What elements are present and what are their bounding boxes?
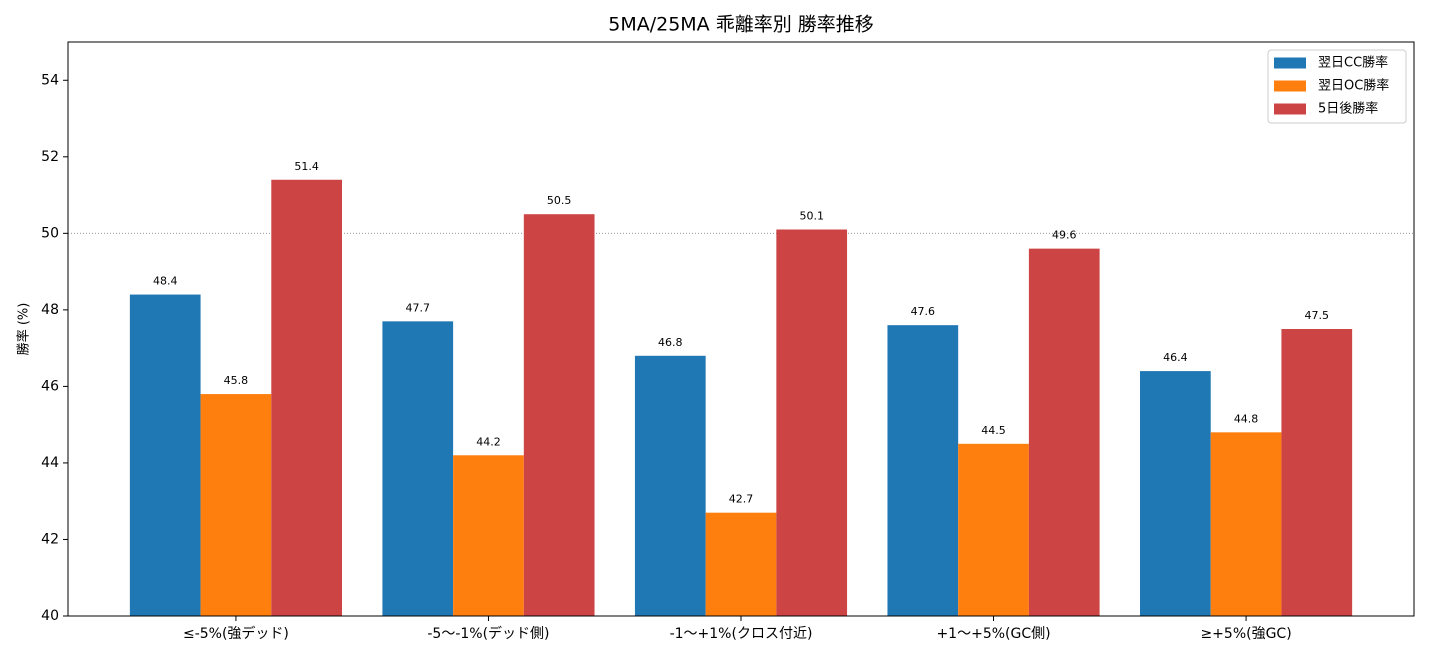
y-tick-label: 48	[41, 302, 59, 318]
bar	[634, 355, 706, 616]
value-label: 51.4	[294, 160, 319, 173]
value-label: 48.4	[153, 275, 178, 288]
bar	[958, 443, 1029, 616]
legend-swatch	[1274, 80, 1306, 92]
plot-frame	[67, 41, 1415, 617]
bar	[1210, 432, 1282, 616]
x-tick-label: -1〜+1%(クロス付近)	[670, 626, 813, 642]
bar	[887, 325, 959, 616]
value-label: 44.2	[476, 435, 501, 448]
value-label: 44.8	[1234, 412, 1259, 425]
x-tick-label: +1〜+5%(GC側)	[936, 626, 1050, 642]
bar	[1281, 329, 1353, 616]
legend-label: 翌日CC勝率	[1318, 55, 1388, 71]
bar	[523, 214, 595, 616]
bar	[776, 229, 848, 617]
y-axis-label: 勝率 (%)	[16, 303, 32, 356]
legend-swatch	[1274, 103, 1306, 115]
value-label: 49.6	[1052, 229, 1077, 242]
bar	[1028, 248, 1100, 616]
value-label: 47.5	[1305, 309, 1330, 322]
value-label: 46.4	[1163, 351, 1188, 364]
bar	[382, 321, 454, 616]
value-label: 50.5	[547, 194, 572, 207]
value-label: 50.1	[799, 210, 824, 223]
value-label: 45.8	[224, 374, 249, 387]
value-label: 42.7	[729, 493, 754, 506]
y-tick-label: 40	[41, 608, 59, 624]
y-tick-label: 42	[41, 531, 59, 547]
legend-label: 5日後勝率	[1318, 101, 1378, 117]
bar	[1140, 371, 1211, 616]
value-label: 47.7	[406, 301, 431, 314]
bar	[129, 294, 201, 616]
y-tick-label: 54	[41, 72, 59, 88]
y-tick-label: 50	[41, 225, 59, 241]
y-tick-label: 44	[41, 455, 59, 471]
bar	[200, 394, 272, 616]
bar	[453, 455, 524, 616]
x-tick-label: ≤-5%(強デッド)	[183, 625, 289, 642]
bar	[705, 512, 777, 616]
bar	[271, 179, 342, 616]
value-label: 47.6	[911, 305, 936, 318]
value-label: 44.5	[981, 424, 1006, 437]
y-tick-label: 46	[41, 378, 59, 394]
legend-swatch	[1274, 57, 1306, 69]
x-tick-label: ≥+5%(強GC)	[1200, 626, 1291, 642]
y-tick-label: 52	[41, 149, 59, 165]
value-label: 46.8	[658, 336, 683, 349]
legend-label: 翌日OC勝率	[1318, 78, 1389, 94]
x-tick-label: -5〜-1%(デッド側)	[427, 625, 549, 642]
chart-title: 5MA/25MA 乖離率別 勝率推移	[608, 14, 874, 36]
